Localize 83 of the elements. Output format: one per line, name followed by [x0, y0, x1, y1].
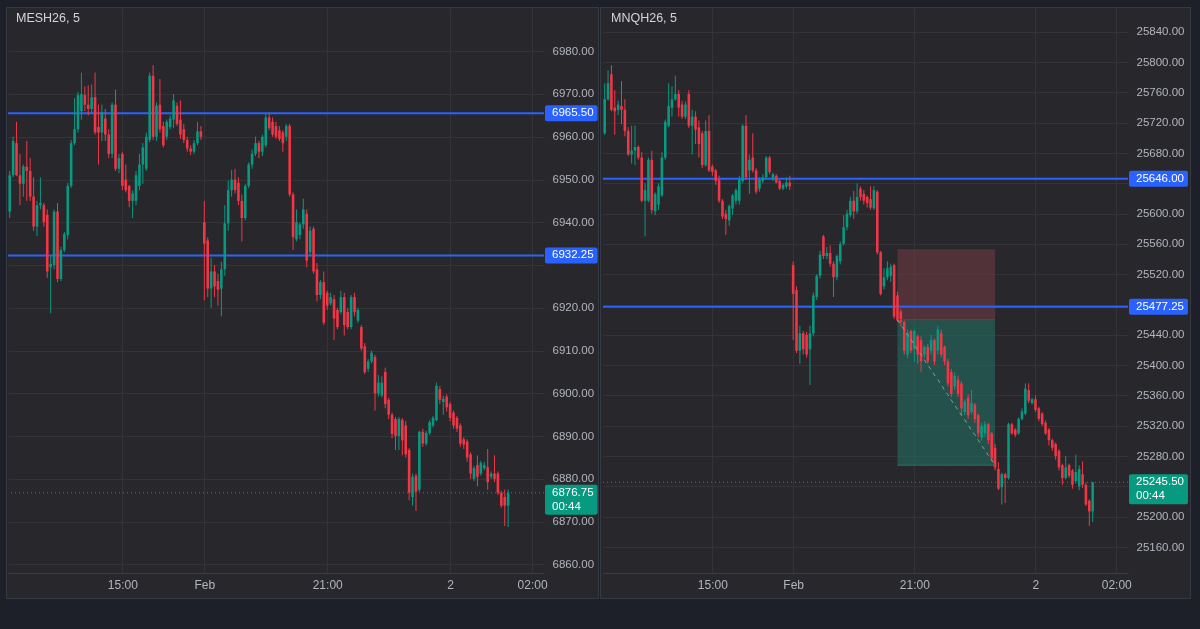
- y-tick-label: 25720.00: [1136, 116, 1185, 129]
- candlestick: [486, 448, 489, 491]
- ref-line-label: 25245.50 00:44: [1136, 475, 1184, 502]
- y-tick-label: 25280.00: [1136, 449, 1185, 462]
- candlestick: [203, 200, 206, 301]
- candlestick: [980, 422, 983, 442]
- ref-line-label: 6932.25: [552, 248, 594, 261]
- chart-title: MNQH26, 5: [611, 11, 678, 25]
- y-tick-label: 6890.00: [552, 429, 595, 442]
- candlestick: [822, 234, 825, 260]
- y-tick-label: 6920.00: [552, 301, 595, 314]
- candlestick: [411, 473, 414, 507]
- x-tick-label: 2: [447, 577, 455, 592]
- x-tick-label: 02:00: [517, 577, 548, 592]
- ref-line-label: 6965.50: [552, 106, 594, 119]
- x-tick-label: 15:00: [697, 577, 729, 592]
- candlestick: [179, 99, 182, 140]
- candlestick: [401, 417, 404, 456]
- chart-title: MESH26, 5: [16, 11, 80, 25]
- ref-line-label: 25646.00: [1136, 171, 1184, 184]
- y-tick-label: 25840.00: [1136, 25, 1185, 38]
- y-tick-label: 25760.00: [1136, 85, 1185, 98]
- x-tick-label: 2: [1032, 577, 1040, 592]
- y-tick-label: 25440.00: [1136, 328, 1185, 341]
- y-tick-label: 25520.00: [1136, 267, 1185, 280]
- y-tick-label: 25160.00: [1136, 540, 1185, 553]
- y-tick-label: 6910.00: [552, 344, 595, 357]
- candlestick: [1027, 382, 1030, 404]
- x-tick-label: 21:00: [312, 577, 344, 592]
- candlestick: [319, 279, 322, 300]
- candlestick: [805, 331, 808, 359]
- y-tick-label: 6880.00: [552, 472, 595, 485]
- y-tick-label: 25320.00: [1136, 419, 1185, 432]
- x-tick-label: Feb: [194, 577, 216, 592]
- candlestick: [906, 329, 909, 359]
- y-tick-label: 6900.00: [552, 386, 595, 399]
- y-tick-label: 6870.00: [552, 515, 595, 528]
- y-tick-label: 25680.00: [1136, 146, 1185, 159]
- candlestick: [970, 389, 973, 415]
- y-tick-label: 25800.00: [1136, 55, 1185, 68]
- y-tick-label: 25360.00: [1136, 388, 1185, 401]
- candlestick: [852, 190, 855, 220]
- candlestick: [926, 343, 930, 365]
- y-tick-label: 6960.00: [552, 130, 595, 143]
- y-tick-label: 6950.00: [552, 173, 595, 186]
- candlestick: [476, 454, 479, 487]
- y-tick-label: 25200.00: [1136, 510, 1185, 523]
- candlestick: [172, 93, 175, 129]
- candlestick: [353, 292, 356, 317]
- ref-line-label: 25477.25: [1136, 299, 1184, 312]
- candlestick: [394, 416, 397, 451]
- y-tick-label: 6940.00: [552, 215, 595, 228]
- candlestick: [933, 338, 936, 366]
- candlestick: [441, 395, 445, 416]
- x-tick-label: 21:00: [899, 577, 931, 592]
- y-tick-label: 25600.00: [1136, 207, 1185, 220]
- candlestick: [748, 154, 751, 195]
- candlestick: [764, 155, 768, 181]
- y-tick-label: 25400.00: [1136, 358, 1185, 371]
- candlestick: [22, 164, 25, 198]
- y-tick-label: 6860.00: [552, 557, 595, 570]
- candlestick: [630, 125, 633, 165]
- x-tick-label: 15:00: [107, 577, 139, 592]
- candlestick: [165, 119, 169, 141]
- candlestick: [889, 263, 893, 283]
- y-tick-label: 6970.00: [552, 87, 595, 100]
- candlestick: [271, 116, 274, 138]
- candlestick: [768, 155, 771, 175]
- y-tick-label: 6980.00: [552, 44, 595, 57]
- x-tick-label: 02:00: [1101, 577, 1133, 592]
- candlestick: [295, 208, 298, 243]
- candlestick: [677, 89, 680, 118]
- candlestick: [1071, 468, 1074, 490]
- candlestick: [801, 330, 805, 356]
- candlestick: [377, 374, 380, 398]
- y-tick-label: 25560.00: [1136, 237, 1185, 250]
- candlestick: [913, 329, 916, 363]
- candlestick: [869, 185, 872, 211]
- candlestick: [953, 371, 956, 391]
- candlestick: [86, 84, 90, 116]
- ref-line-label: 6876.75 00:44: [552, 485, 594, 512]
- x-tick-label: Feb: [783, 577, 805, 592]
- candlestick: [90, 83, 93, 114]
